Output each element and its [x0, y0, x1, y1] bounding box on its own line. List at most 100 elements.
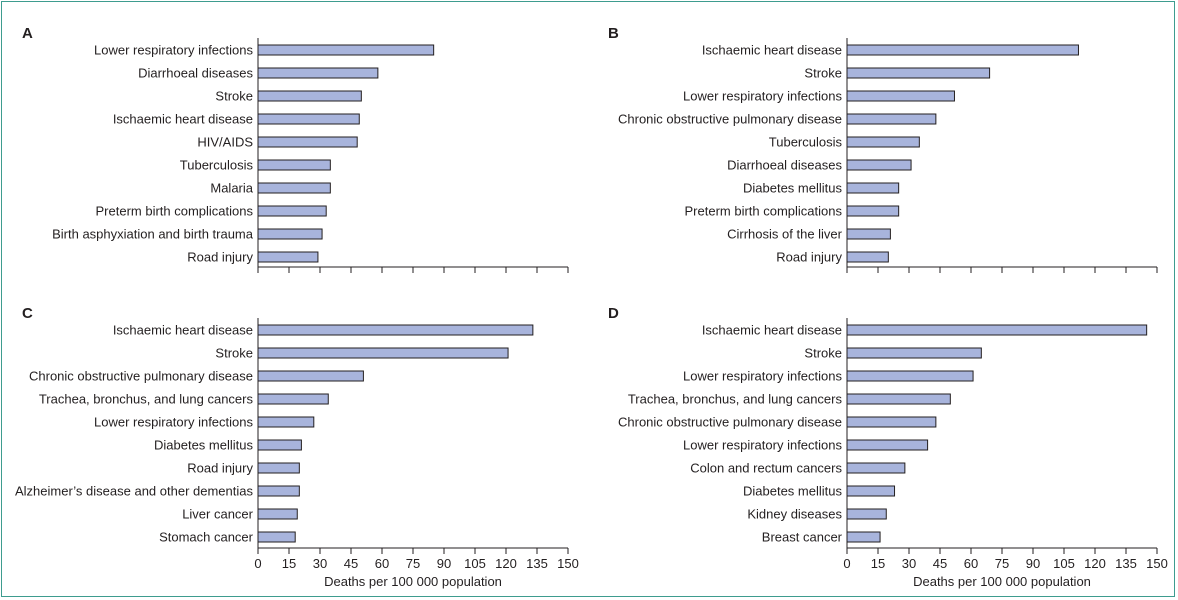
x-tick-label: 60: [964, 556, 978, 571]
panel-a: A Lower respiratory infections Diarrhoeal …: [22, 25, 569, 273]
category-label: Lower respiratory infections: [683, 438, 842, 453]
category-label: Breast cancer: [762, 530, 843, 545]
x-tick-label: 150: [1146, 556, 1168, 571]
x-tick-label: 120: [495, 556, 517, 571]
bar: [846, 531, 881, 543]
bar: [846, 67, 991, 79]
x-tick-label: 135: [1115, 556, 1137, 571]
x-tick-label: 0: [254, 556, 261, 571]
panel-letter-d: D: [608, 305, 619, 322]
bar: [257, 44, 435, 56]
category-label: Lower respiratory infections: [683, 369, 842, 384]
category-label: Preterm birth complications: [96, 204, 254, 219]
bar: [846, 251, 889, 263]
category-label: Diarrhoeal diseases: [727, 158, 842, 173]
category-label: Stroke: [215, 89, 253, 104]
category-label: Stroke: [804, 346, 842, 361]
category-label: Tuberculosis: [769, 135, 843, 150]
category-label: Trachea, bronchus, and lung cancers: [628, 392, 843, 407]
category-label: Ischaemic heart disease: [113, 323, 253, 338]
bar: [257, 531, 296, 543]
category-label: Diabetes mellitus: [154, 438, 253, 453]
x-tick-label: 105: [464, 556, 486, 571]
bar: [257, 90, 362, 102]
bar: [846, 324, 1148, 336]
x-axis-label: Deaths per 100 000 population: [324, 574, 502, 589]
category-label: HIV/AIDS: [197, 135, 253, 150]
x-tick-label: 15: [871, 556, 885, 571]
bar: [257, 228, 323, 240]
x-tick-label: 0: [843, 556, 850, 571]
panel-c: C Ischaemic heart disease Stroke Chronic ob…: [15, 305, 579, 589]
bar: [257, 485, 300, 497]
bar: [846, 90, 955, 102]
category-label: Road injury: [776, 250, 842, 265]
bar: [257, 136, 358, 148]
category-label: Ischaemic heart disease: [702, 323, 842, 338]
bar: [846, 44, 1079, 56]
category-label: Malaria: [210, 181, 253, 196]
category-label: Stroke: [804, 66, 842, 81]
panel-letter-a: A: [22, 25, 33, 42]
x-tick-label: 60: [375, 556, 389, 571]
bar: [257, 182, 331, 194]
bar: [846, 159, 912, 171]
category-label: Diabetes mellitus: [743, 484, 842, 499]
category-label: Tuberculosis: [180, 158, 254, 173]
x-tick-label: 30: [902, 556, 916, 571]
x-tick-label: 75: [406, 556, 420, 571]
x-tick-label: 15: [282, 556, 296, 571]
bar: [257, 462, 300, 474]
bar: [846, 228, 891, 240]
bar: [846, 205, 900, 217]
x-tick-label: 75: [995, 556, 1009, 571]
bar: [257, 205, 327, 217]
category-label: Road injury: [187, 250, 253, 265]
category-label: Stroke: [215, 346, 253, 361]
bar: [257, 416, 315, 428]
bar: [846, 370, 974, 382]
bar: [846, 439, 929, 451]
category-label: Lower respiratory infections: [94, 43, 253, 58]
category-label: Lower respiratory infections: [94, 415, 253, 430]
x-tick-label: 135: [526, 556, 548, 571]
category-label: Cirrhosis of the liver: [727, 227, 843, 242]
x-tick-label: 30: [313, 556, 327, 571]
bar: [257, 508, 298, 520]
category-label: Birth asphyxiation and birth trauma: [52, 227, 254, 242]
x-tick-label: 45: [933, 556, 947, 571]
bar: [846, 113, 937, 125]
bar: [257, 324, 534, 336]
category-label: Trachea, bronchus, and lung cancers: [39, 392, 254, 407]
category-label: Chronic obstructive pulmonary disease: [29, 369, 253, 384]
bar: [257, 251, 319, 263]
category-label: Alzheimer’s disease and other dementias: [15, 484, 253, 499]
bar: [846, 347, 982, 359]
category-label: Road injury: [187, 461, 253, 476]
bar: [846, 393, 951, 405]
x-tick-label: 120: [1084, 556, 1106, 571]
bar: [257, 393, 329, 405]
bar: [257, 113, 360, 125]
category-label: Chronic obstructive pulmonary disease: [618, 112, 842, 127]
bar: [257, 347, 509, 359]
category-label: Kidney diseases: [747, 507, 842, 522]
bar: [846, 462, 906, 474]
x-axis-label: Deaths per 100 000 population: [913, 574, 1091, 589]
bar: [257, 370, 364, 382]
bar: [846, 416, 937, 428]
category-label: Chronic obstructive pulmonary disease: [618, 415, 842, 430]
bar: [846, 182, 900, 194]
x-tick-label: 90: [1026, 556, 1040, 571]
bar: [257, 159, 331, 171]
category-label: Ischaemic heart disease: [113, 112, 253, 127]
x-tick-label: 150: [557, 556, 579, 571]
bar: [846, 136, 920, 148]
category-label: Diarrhoeal diseases: [138, 66, 253, 81]
category-label: Diabetes mellitus: [743, 181, 842, 196]
x-tick-label: 105: [1053, 556, 1075, 571]
x-tick-label: 45: [344, 556, 358, 571]
